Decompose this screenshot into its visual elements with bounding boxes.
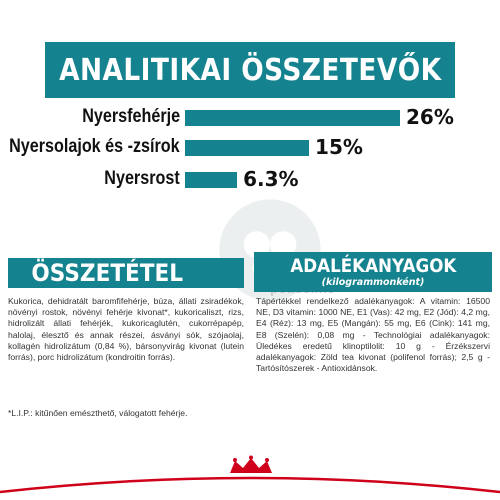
additives-text: Tápértékkel rendelkező adalékanyagok: A …	[256, 296, 490, 374]
analytics-row-protein: Nyersfehérje 26%	[0, 104, 500, 130]
analytics-label: Nyersfehérje	[82, 106, 180, 127]
header-banner: ANALITIKAI ÖSSZETEVŐK	[45, 42, 455, 98]
composition-header: ÖSSZETÉTEL	[8, 258, 244, 288]
analytics-value: 26%	[406, 105, 454, 129]
analytics-bar	[185, 110, 400, 126]
analytics-label: Nyersrost	[104, 168, 180, 189]
page-title: ANALITIKAI ÖSSZETEVŐK	[58, 52, 442, 88]
analytics-label: Nyersolajok és -zsírok	[9, 136, 180, 157]
additives-header: ADALÉKANYAGOK (kilogrammonként)	[254, 252, 492, 292]
analytics-row-fiber: Nyersrost 6.3%	[0, 166, 500, 192]
analytics-bar	[185, 140, 310, 156]
additives-subtitle: (kilogrammonként)	[321, 277, 425, 288]
composition-title: ÖSSZETÉTEL	[31, 259, 184, 287]
brand-swoosh-line	[0, 476, 500, 494]
composition-text: Kukorica, dehidratált baromfifehérje, bú…	[8, 296, 244, 363]
additives-title: ADALÉKANYAGOK	[289, 255, 457, 277]
analytics-row-fat: Nyersolajok és -zsírok 15%	[0, 134, 500, 160]
analytics-value: 6.3%	[243, 167, 299, 191]
analytics-value: 15%	[315, 135, 363, 159]
royal-canin-crown-icon	[230, 455, 272, 473]
composition-footnote: *L.I.P.: kitűnően emészthető, válogatott…	[8, 408, 188, 418]
analytics-bar	[185, 172, 238, 188]
